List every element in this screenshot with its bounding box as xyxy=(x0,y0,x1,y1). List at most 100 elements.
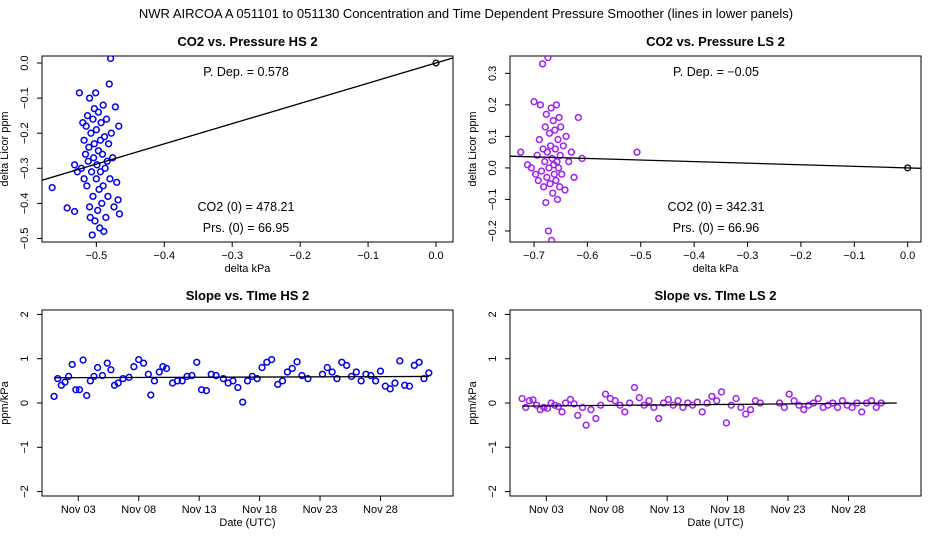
data-point xyxy=(96,224,104,232)
data-point xyxy=(87,168,96,176)
data-point xyxy=(188,371,196,380)
data-point xyxy=(518,394,526,403)
panel-co2-vs-pressure-ls2: CO2 vs. Pressure LS 2 −0.7 −0.6 −0.5 −0.4 −0.… xyxy=(467,34,922,275)
data-point xyxy=(94,147,103,155)
plot-content xyxy=(510,56,921,242)
data-point xyxy=(376,367,385,375)
data-point xyxy=(197,386,206,394)
data-point xyxy=(86,213,94,222)
data-point xyxy=(558,408,566,416)
data-point xyxy=(561,186,569,194)
x-tick-label: Nov 08 xyxy=(121,504,156,516)
data-point xyxy=(621,408,629,416)
x-tick-label: −0.6 xyxy=(577,250,599,262)
x-tick-label: −0.5 xyxy=(85,250,107,262)
x-axis-label: delta kPa xyxy=(225,263,272,275)
y-tick-label: −0.1 xyxy=(19,87,31,109)
panel-title: Slope vs. TIme HS 2 xyxy=(186,288,310,303)
data-point xyxy=(780,403,789,412)
data-point xyxy=(785,390,793,398)
data-point xyxy=(92,175,100,183)
data-point xyxy=(542,110,550,118)
data-point xyxy=(106,56,115,63)
main-title: NWR AIRCOA A 051101 to 051130 Concentrat… xyxy=(139,6,793,21)
data-point xyxy=(626,399,634,407)
data-point xyxy=(611,397,619,405)
y-tick-label: −0.2 xyxy=(19,122,31,144)
data-point xyxy=(50,392,58,401)
fit-line xyxy=(42,57,453,181)
data-point xyxy=(535,135,544,144)
data-point xyxy=(522,403,530,412)
data-point xyxy=(543,173,551,182)
plot-content xyxy=(50,355,433,406)
data-point xyxy=(239,398,247,406)
data-point xyxy=(587,405,595,414)
data-point xyxy=(567,148,576,156)
data-point xyxy=(371,377,380,385)
data-point xyxy=(539,183,548,191)
x-tick-label: −0.2 xyxy=(289,250,311,262)
x-tick-label: Nov 03 xyxy=(61,504,96,516)
co2-intercept-label: CO2 (0) = 478.21 xyxy=(198,200,295,214)
data-point xyxy=(212,371,220,380)
data-point xyxy=(552,176,560,185)
data-point xyxy=(94,108,103,116)
plot-content xyxy=(42,56,453,239)
panel-title: Slope vs. TIme LS 2 xyxy=(654,288,776,303)
data-point xyxy=(100,133,109,141)
data-point xyxy=(85,94,94,102)
data-point xyxy=(790,397,798,405)
plot-frame xyxy=(41,55,454,243)
y-tick-label: 0.0 xyxy=(487,160,499,175)
data-point xyxy=(540,403,548,412)
data-point xyxy=(549,189,557,197)
pressure-dependence-label: P. Dep. = 0.578 xyxy=(203,65,289,79)
data-point xyxy=(722,419,731,427)
data-point xyxy=(101,164,109,172)
x-tick-label: Nov 18 xyxy=(710,504,745,516)
data-point xyxy=(659,399,668,407)
data-point xyxy=(144,370,153,378)
data-point xyxy=(79,119,87,127)
data-point xyxy=(352,368,360,376)
data-point xyxy=(293,358,301,366)
pressure-intercept-label: Prs. (0) = 66.96 xyxy=(673,221,760,235)
data-point xyxy=(872,403,880,412)
fit-line xyxy=(522,402,897,407)
data-point xyxy=(83,391,91,400)
data-point xyxy=(578,403,587,412)
data-point xyxy=(94,206,102,215)
y-axis-label: ppm/kPa xyxy=(0,380,11,424)
data-point xyxy=(82,122,90,130)
data-point xyxy=(159,363,167,371)
data-point xyxy=(98,150,107,158)
data-point xyxy=(83,182,91,190)
data-point xyxy=(559,142,568,150)
data-point xyxy=(84,157,92,165)
data-point xyxy=(87,129,95,137)
data-point xyxy=(534,176,542,185)
x-tick-label: Nov 08 xyxy=(589,504,624,516)
data-point xyxy=(630,383,639,392)
data-point xyxy=(72,386,80,394)
y-tick-label: −0.5 xyxy=(19,228,31,250)
data-point xyxy=(333,374,341,383)
data-point xyxy=(92,89,100,97)
data-point xyxy=(562,132,570,141)
data-point xyxy=(541,157,549,166)
x-axis-label: Date (UTC) xyxy=(219,517,275,529)
data-point xyxy=(73,168,81,176)
data-point xyxy=(104,192,112,201)
data-point xyxy=(536,101,545,109)
x-tick-label: −0.1 xyxy=(357,250,379,262)
data-point xyxy=(102,115,111,123)
data-point xyxy=(800,405,808,414)
data-point xyxy=(219,374,227,383)
data-point xyxy=(61,378,69,386)
data-point xyxy=(114,196,122,204)
data-point xyxy=(552,101,561,109)
data-point xyxy=(633,148,641,156)
reference-point xyxy=(904,164,912,172)
data-point xyxy=(107,366,115,374)
